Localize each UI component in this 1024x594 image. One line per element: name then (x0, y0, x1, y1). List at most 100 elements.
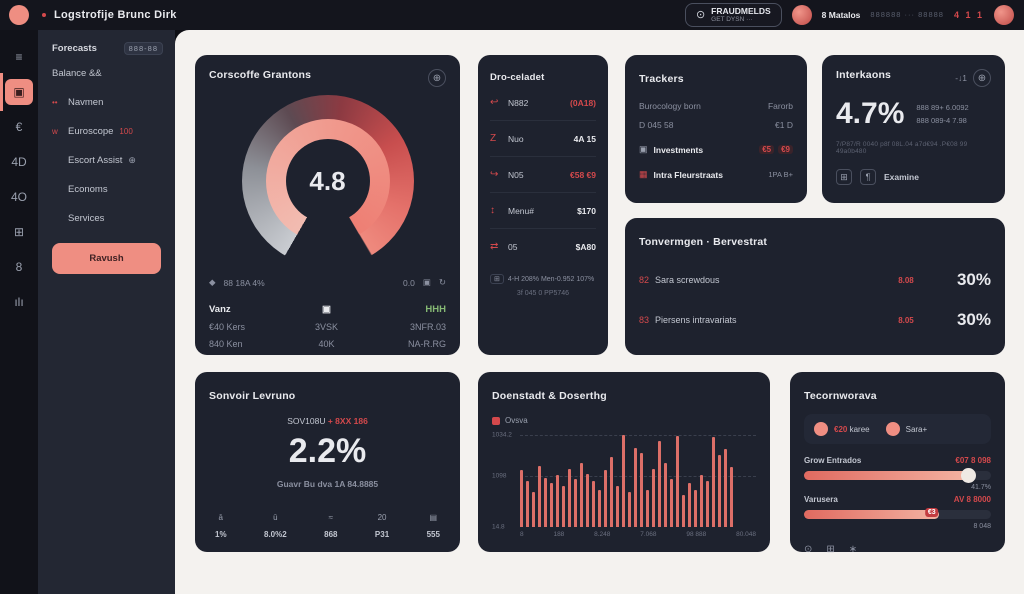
grid-icon[interactable]: ⊞ (836, 169, 852, 185)
tracker-row[interactable]: ▣ Investments €5 €9 (639, 144, 793, 155)
limit-row: Varusera AV 8 8000 €3 8 048 (804, 495, 991, 530)
target-icon[interactable]: ⊙ (804, 544, 813, 555)
payment-value: $A80 (575, 241, 596, 252)
account-chip[interactable]: €20 karee (814, 422, 870, 436)
allocation-percent: 30% (956, 310, 991, 329)
tracker-value: €1 D (775, 120, 793, 130)
box-icon: ▣ (639, 144, 648, 154)
legend-swatch-icon (492, 416, 500, 425)
payment-label: Menu# (508, 205, 534, 216)
trackers-card: Trackers Burocology born Farorb D 045 58… (625, 55, 807, 203)
chart-bar (562, 485, 565, 527)
card-icon: ▦ (639, 169, 648, 179)
rate-card: Interkaons -↓1 ⊕ 4.7% 888 89+ 6.0092 888… (822, 55, 1005, 203)
bar-chart: 1034.2 1098 14.8 (492, 432, 756, 531)
sidebar-item-badge: 100 (119, 127, 133, 136)
growth-stat: ▤ 555 (427, 513, 440, 539)
rail-item-quota-40b[interactable]: 4O (10, 190, 27, 204)
sidebar-item-escort-assist[interactable]: Escort Assist ⊕ (38, 146, 175, 175)
chart-bar (544, 478, 547, 527)
sidebar-cta-button[interactable]: Ravush (52, 243, 161, 274)
stat-value: 8.0%2 (264, 530, 287, 539)
tracker-row[interactable]: ▦ Intra Fleurstraats 1PA B+ (639, 169, 793, 180)
user-avatar[interactable] (791, 4, 812, 25)
rail-item-accounts[interactable]: 8 (15, 260, 23, 274)
chart-bar (658, 441, 661, 527)
rail-item-euro[interactable]: € (15, 120, 23, 134)
chart-bar (724, 448, 727, 527)
dots-icon: •• (52, 98, 58, 107)
allocation-row[interactable]: 82 Sara screwdous 8.08 30% (639, 270, 991, 290)
payment-value: €58 €9 (570, 169, 596, 180)
allocation-row[interactable]: 83 Piersens intravariats 8.05 30% (639, 310, 991, 330)
refresh-icon[interactable]: ↻ (438, 277, 446, 287)
sidebar-item-label: Economs (68, 184, 108, 195)
rail-item-quota-40[interactable]: 4D (11, 155, 27, 169)
avatar (814, 422, 828, 436)
limit-slider[interactable] (804, 468, 991, 483)
stat-icon: ā (218, 513, 223, 522)
rail-item-dashboard[interactable]: ▣ (0, 73, 33, 111)
payments-card-title: Dro-celadet (490, 72, 545, 83)
sidebar-item-label: Navmen (68, 97, 104, 108)
allocation-card: Tonvermgen · Bervestrat 82 Sara screwdou… (625, 218, 1005, 355)
rail-item-menu[interactable]: ≡ (15, 50, 23, 64)
payment-row[interactable]: ↪ N05 €58 €9 (490, 157, 596, 193)
rate-fine-print: 7/P87/R 0040 p8f 08L.04 a7d€94 .P€08 99 … (836, 141, 968, 155)
limit-label: Varusera (804, 495, 838, 504)
chart-bar (610, 457, 613, 527)
limit-value: €07 8 098 (955, 456, 991, 465)
pilcrow-icon[interactable]: ¶ (860, 169, 876, 185)
rail-item-coins[interactable]: ⊞ (13, 225, 25, 239)
rate-card-title: Interkaons (836, 69, 892, 81)
sidebar-item-euroscope[interactable]: w Euroscope 100 (38, 117, 175, 146)
score-col-value: 3NFR.03 (409, 322, 446, 332)
score-col-value: 840 Ken (209, 339, 243, 349)
rate-value: 4.7% (836, 97, 905, 130)
chart-bar (526, 481, 529, 527)
limit-slider[interactable]: €3 (804, 508, 991, 519)
rail-item-stats[interactable]: ılı (14, 295, 24, 309)
chip-label: Sara+ (905, 424, 928, 434)
grid-icon[interactable]: ⊞ (826, 544, 835, 555)
sidebar-item-balance[interactable]: Balance && (38, 59, 175, 88)
fraud-button-label: FRAUDMELDS (711, 5, 771, 16)
payment-row[interactable]: ↩ N882 (0A18) (490, 85, 596, 121)
rate-side-line: 888 089-4 7.98 (916, 116, 967, 125)
fraud-report-button[interactable]: ⊙ FRAUDMELDS GET DYSN ··· (684, 2, 782, 28)
slider-knob[interactable] (960, 468, 976, 483)
secondary-avatar[interactable] (994, 4, 1014, 25)
score-col-value: 3VSK (315, 322, 339, 332)
stat-value: 555 (426, 530, 440, 539)
chart-bar (694, 490, 697, 527)
add-icon[interactable]: ⊕ (973, 69, 991, 87)
score-col-value: 40K (318, 339, 335, 349)
payment-row[interactable]: ↕ Menu# $170 (490, 193, 596, 229)
x-tick: 80.048 (736, 531, 756, 538)
payment-row[interactable]: ⇄ 05 $A80 (490, 229, 596, 264)
growth-stat: 20 P31 (375, 513, 389, 539)
transfer-in-icon: ↩ (490, 97, 499, 108)
chart-bar (598, 490, 601, 527)
payment-value: (0A18) (570, 97, 596, 108)
limit-badge: €3 (924, 508, 939, 517)
activity-card: Doenstadt & Doserthg Ovsva 1034.2 1098 1… (478, 372, 770, 552)
account-chip[interactable]: Sara+ (885, 422, 928, 436)
add-icon[interactable]: ⊕ (428, 69, 446, 87)
sidebar-item-navmen[interactable]: •• Navmen (38, 88, 175, 117)
chart-bar (712, 436, 715, 527)
sidebar-item-services[interactable]: Services (38, 204, 175, 233)
chart-bar (670, 479, 673, 527)
amount-badge: €5 (759, 145, 775, 154)
payment-label: N05 (508, 169, 524, 180)
limit-label: Grow Entrados (804, 456, 862, 465)
payment-row[interactable]: Z Nuo 4A 15 (490, 121, 596, 157)
chart-bar (538, 466, 541, 527)
list-icon: 83 (639, 315, 650, 325)
copy-icon[interactable]: ▣ (422, 277, 431, 287)
fraud-button-sublabel: GET DYSN ··· (711, 16, 753, 24)
sidebar-item-economs[interactable]: Economs (38, 175, 175, 204)
asterisk-icon[interactable]: ∗ (848, 544, 858, 555)
tracker-value: 1PA B+ (768, 170, 793, 179)
chart-bar (580, 462, 583, 527)
